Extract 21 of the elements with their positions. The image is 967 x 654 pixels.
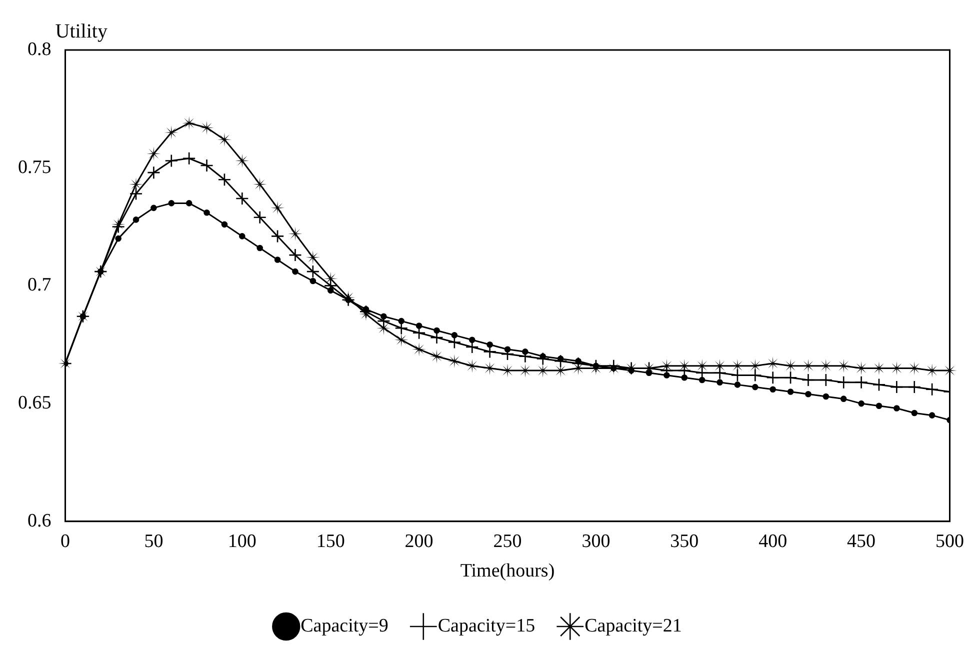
x-tick-label: 450 (847, 530, 876, 552)
legend-label: Capacity=21 (584, 615, 682, 636)
y-tick-label: 0.6 (28, 510, 52, 532)
legend-label: Capacity=15 (438, 615, 536, 636)
y-tick-label: 0.65 (18, 392, 52, 414)
x-tick-label: 250 (493, 530, 522, 552)
y-tick-label: 0.7 (28, 274, 52, 296)
x-tick-label: 200 (404, 530, 434, 552)
y-axis-title: Utility (55, 20, 108, 42)
x-axis-title: Time(hours) (460, 560, 555, 582)
x-tick-label: 400 (758, 530, 788, 552)
x-tick-label: 500 (936, 530, 964, 552)
x-tick-label: 300 (582, 530, 610, 552)
legend-label: Capacity=9 (300, 615, 388, 636)
x-tick-label: 150 (316, 530, 345, 552)
x-tick-label: 50 (144, 530, 164, 552)
x-tick-label: 0 (60, 530, 70, 552)
x-tick-label: 350 (670, 530, 699, 552)
y-tick-label: 0.75 (18, 156, 52, 178)
x-tick-label: 100 (228, 530, 256, 552)
y-tick-label: 0.8 (28, 38, 52, 60)
